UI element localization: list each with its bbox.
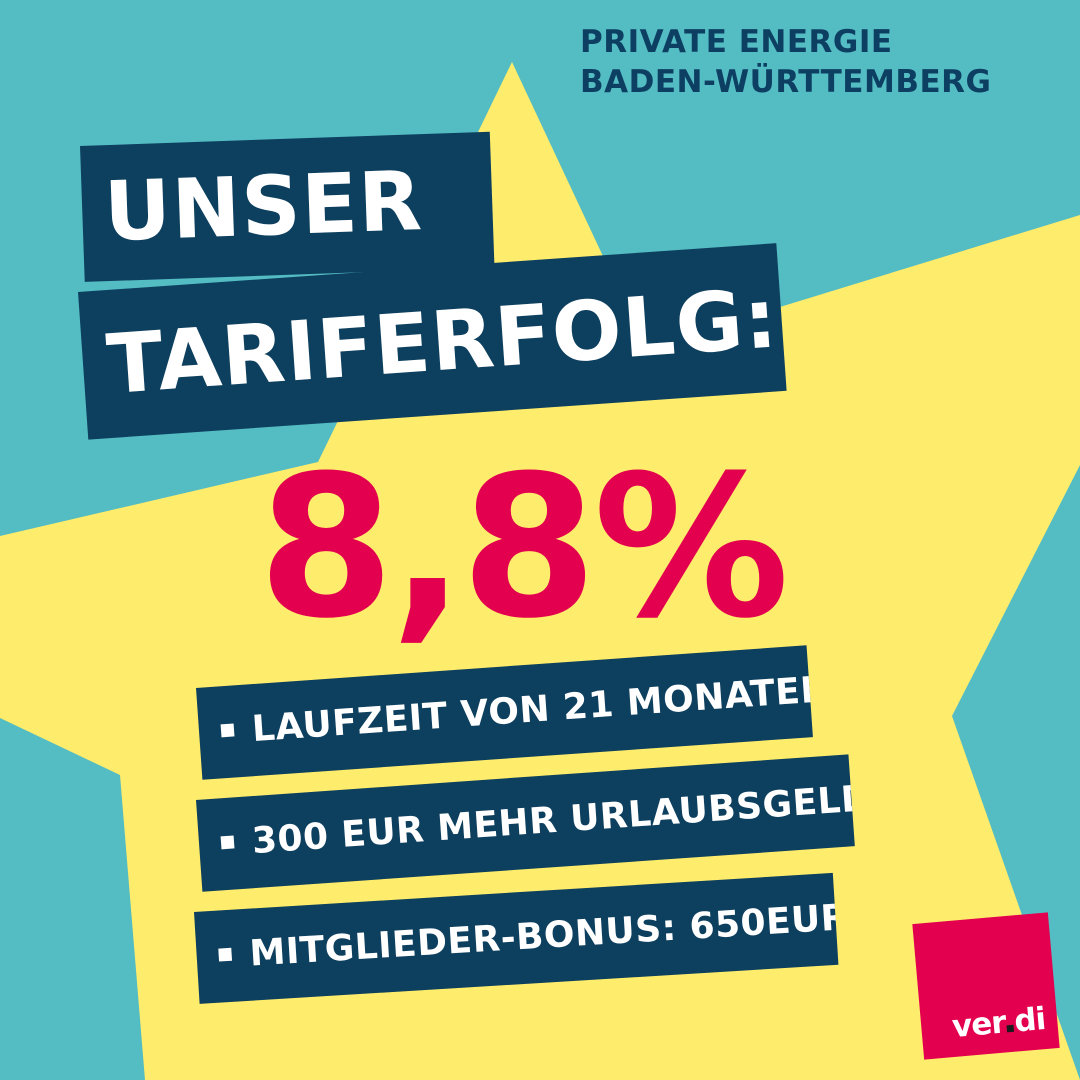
organization-name: PRIVATE ENERGIE BADEN-WÜRTTEMBERG xyxy=(580,22,991,102)
organization-line-2: BADEN-WÜRTTEMBERG xyxy=(580,64,992,100)
headline-line-1: UNSER xyxy=(102,154,425,261)
bullet-icon xyxy=(220,722,235,737)
benefit-text-member-bonus: MITGLIEDER-BONUS: 650EUR xyxy=(248,897,839,975)
verdi-logo: ver di xyxy=(912,912,1060,1060)
headline-line-2: TARIFERFOLG: xyxy=(103,271,781,414)
logo-text-left: ver xyxy=(950,1004,1007,1046)
benefit-text-holiday-pay: 300 EUR MEHR URLAUBSGELD xyxy=(250,777,855,863)
logo-text-right: di xyxy=(1012,1001,1047,1040)
bullet-icon xyxy=(218,947,233,962)
benefit-text-runtime: LAUFZEIT VON 21 MONATEN xyxy=(250,668,813,751)
verdi-logo-text: ver di xyxy=(951,1001,1047,1045)
logo-dot-icon xyxy=(1006,1024,1015,1033)
organization-line-1: PRIVATE ENERGIE xyxy=(580,24,893,60)
headline-banner-1: UNSER xyxy=(80,131,495,282)
increase-percentage: 8,8% xyxy=(258,434,790,662)
bullet-icon xyxy=(220,834,235,849)
